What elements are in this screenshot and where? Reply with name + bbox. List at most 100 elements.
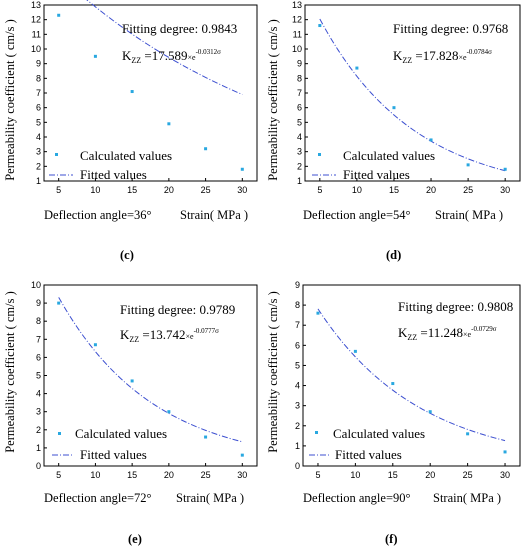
- y-tick-label: 6: [297, 103, 302, 113]
- y-tick-label: 8: [295, 300, 300, 310]
- deflection-angle-label: Deflection angle=90°: [303, 491, 411, 505]
- fitting-degree-label: Fitting degree: 0.9789: [120, 302, 235, 317]
- y-tick-label: 7: [36, 334, 41, 344]
- y-tick-label: 7: [295, 320, 300, 330]
- data-point: [503, 167, 507, 171]
- calculated-points: [57, 301, 244, 457]
- x-ticks: 5 10 15 20 25 30: [56, 178, 247, 195]
- legend: Calculated values Fitted values: [309, 426, 425, 462]
- formula-label: KZZ =11.248×e-0.0729σ: [398, 325, 497, 342]
- fitting-degree-label: Fitting degree: 0.9808: [398, 299, 513, 314]
- fitting-degree-label: Fitting degree: 0.9843: [122, 21, 237, 36]
- x-tick-label: 30: [237, 185, 247, 195]
- y-ticks: 0 1 2 3 4 5 6 7 8 9 10: [31, 280, 47, 471]
- data-point: [428, 410, 432, 414]
- y-tick-label: 3: [36, 147, 41, 157]
- x-tick-label: 15: [127, 185, 137, 195]
- fitted-curve: [58, 297, 243, 443]
- y-tick-label: 0: [36, 461, 41, 471]
- x-tick-label: 30: [500, 185, 510, 195]
- data-point: [93, 54, 97, 58]
- x-tick-label: 10: [90, 470, 100, 480]
- y-tick-label: 5: [297, 117, 302, 127]
- legend-point-marker: [315, 431, 318, 434]
- y-tick-label: 10: [31, 280, 41, 290]
- y-ticks: 0 1 2 3 4 5 6 7 8 9: [295, 280, 306, 471]
- y-tick-label: 4: [295, 381, 300, 391]
- legend-fitted: Fitted values: [80, 447, 147, 462]
- x-tick-label: 25: [463, 185, 473, 195]
- deflection-angle-label: Deflection angle=72°: [44, 491, 152, 505]
- x-axis-label: Strain( MPa ): [180, 208, 248, 222]
- data-point: [167, 410, 171, 414]
- y-tick-label: 9: [36, 298, 41, 308]
- y-tick-label: 2: [297, 161, 302, 171]
- formula-label: KZZ =13.742×e-0.0777σ: [120, 327, 219, 344]
- y-tick-label: 7: [297, 88, 302, 98]
- x-tick-label: 15: [389, 185, 399, 195]
- x-tick-label: 10: [350, 470, 360, 480]
- calculated-points: [57, 13, 244, 171]
- data-point: [429, 138, 433, 142]
- y-tick-label: 0: [295, 461, 300, 471]
- y-tick-label: 1: [36, 443, 41, 453]
- legend-calculated: Calculated values: [343, 148, 435, 163]
- x-tick-label: 5: [56, 470, 61, 480]
- x-tick-label: 10: [352, 185, 362, 195]
- y-tick-label: 12: [292, 15, 302, 25]
- y-tick-label: 2: [295, 421, 300, 431]
- data-point: [130, 379, 134, 383]
- data-point: [391, 382, 395, 386]
- plot-frame: [302, 284, 521, 467]
- x-tick-label: 5: [56, 185, 61, 195]
- x-tick-label: 20: [164, 185, 174, 195]
- y-tick-label: 8: [36, 316, 41, 326]
- x-tick-label: 15: [388, 470, 398, 480]
- y-tick-label: 1: [36, 176, 41, 186]
- y-tick-label: 6: [36, 352, 41, 362]
- y-tick-label: 8: [36, 73, 41, 83]
- data-point: [466, 163, 470, 167]
- y-tick-label: 4: [297, 132, 302, 142]
- x-tick-label: 25: [201, 185, 211, 195]
- deflection-angle-label: Deflection angle=36°: [44, 208, 152, 222]
- y-tick-label: 5: [295, 360, 300, 370]
- x-tick-label: 5: [315, 470, 320, 480]
- y-tick-label: 3: [295, 401, 300, 411]
- x-ticks: 5 10 15 20 25 30: [315, 463, 510, 480]
- data-point: [130, 90, 134, 94]
- data-point: [57, 301, 61, 305]
- x-axis-label: Strain( MPa ): [433, 491, 501, 505]
- fitting-degree-label: Fitting degree: 0.9768: [393, 21, 508, 36]
- panel-caption-c: (c): [120, 248, 134, 262]
- calculated-points: [316, 311, 507, 454]
- legend-fitted: Fitted values: [80, 167, 147, 182]
- x-tick-label: 20: [164, 470, 174, 480]
- y-tick-label: 3: [297, 147, 302, 157]
- y-tick-label: 13: [31, 0, 41, 10]
- y-tick-label: 7: [36, 88, 41, 98]
- legend-point-marker: [58, 432, 61, 435]
- x-tick-label: 20: [425, 470, 435, 480]
- panel-caption-e: (e): [128, 532, 142, 546]
- data-point: [355, 66, 359, 70]
- panel-caption-d: (d): [386, 248, 402, 262]
- data-point: [503, 450, 507, 454]
- chart-panel-f: Permeability coefficient ( cm/s ) 0 1 2 3 4 5…: [266, 280, 521, 505]
- fitted-curve: [317, 308, 506, 442]
- data-point: [204, 147, 208, 151]
- x-tick-label: 10: [90, 185, 100, 195]
- y-tick-label: 10: [31, 44, 41, 54]
- data-point: [316, 311, 320, 315]
- legend-point-marker: [318, 153, 321, 156]
- y-tick-label: 4: [36, 132, 41, 142]
- panel-caption-f: (f): [385, 532, 398, 546]
- data-point: [392, 106, 396, 110]
- y-axis-label: Permeability coefficient ( cm/s ): [266, 291, 280, 453]
- data-point: [57, 13, 61, 17]
- legend: Calculated values Fitted values: [52, 426, 167, 462]
- x-tick-label: 25: [463, 470, 473, 480]
- x-tick-label: 25: [201, 470, 211, 480]
